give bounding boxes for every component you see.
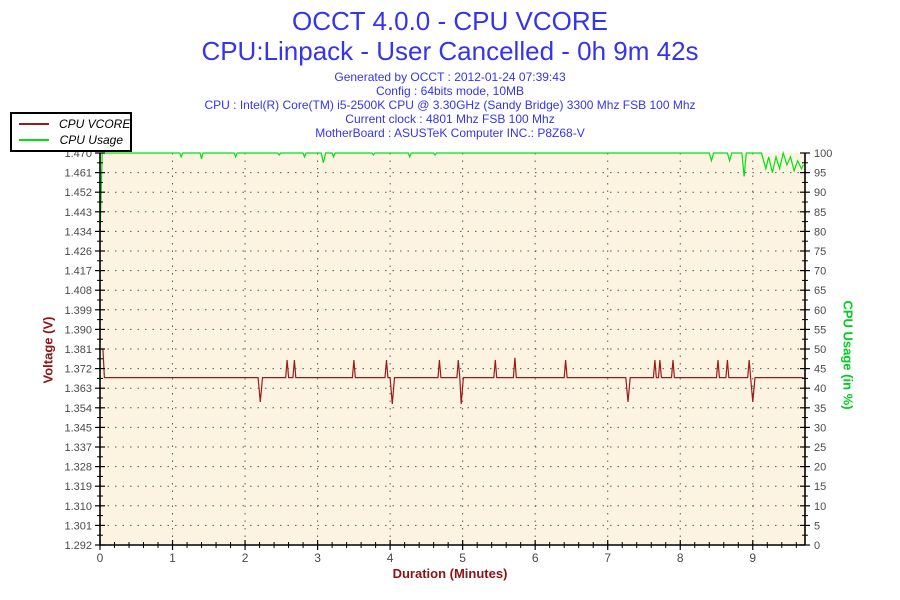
svg-text:1.399: 1.399	[64, 305, 92, 317]
svg-text:8: 8	[677, 551, 684, 565]
info-config: Config : 64bits mode, 10MB	[375, 84, 525, 98]
svg-text:5: 5	[459, 551, 466, 565]
y-axis-label-cpu-usage: CPU Usage (in %)	[840, 300, 856, 410]
legend-label-cpu-usage: CPU Usage	[59, 133, 123, 147]
legend-swatch-0	[19, 123, 49, 125]
svg-text:65: 65	[814, 285, 826, 297]
legend-item-cpu-vcore: CPU VCORE	[12, 116, 130, 132]
svg-text:25: 25	[814, 442, 826, 454]
svg-text:35: 35	[814, 403, 826, 415]
svg-text:1.301: 1.301	[64, 520, 92, 532]
legend-label-cpu-vcore: CPU VCORE	[59, 117, 131, 131]
svg-text:80: 80	[814, 226, 826, 238]
svg-text:5: 5	[814, 520, 820, 532]
svg-text:10: 10	[814, 501, 826, 513]
svg-text:60: 60	[814, 305, 826, 317]
svg-text:1.381: 1.381	[64, 344, 92, 356]
chart-title: OCCT 4.0.0 - CPU VCORE	[292, 6, 608, 36]
svg-text:90: 90	[814, 187, 826, 199]
svg-text:4: 4	[387, 551, 394, 565]
svg-text:1.408: 1.408	[64, 285, 92, 297]
svg-text:1.452: 1.452	[64, 187, 92, 199]
svg-text:1.461: 1.461	[64, 168, 92, 180]
svg-text:0: 0	[97, 551, 104, 565]
legend-item-cpu-usage: CPU Usage	[12, 132, 130, 148]
svg-text:2: 2	[242, 551, 249, 565]
svg-text:3: 3	[314, 551, 321, 565]
info-motherboard: MotherBoard : ASUSTeK Computer INC.: P8Z…	[315, 126, 585, 140]
svg-text:1.328: 1.328	[64, 462, 92, 474]
svg-text:55: 55	[814, 324, 826, 336]
chart-header: OCCT 4.0.0 - CPU VCORE CPU:Linpack - Use…	[0, 6, 900, 140]
svg-text:1.426: 1.426	[64, 246, 92, 258]
svg-text:1.434: 1.434	[64, 226, 92, 238]
svg-text:70: 70	[814, 266, 826, 278]
svg-text:1.390: 1.390	[64, 324, 92, 336]
svg-text:45: 45	[814, 364, 826, 376]
svg-text:1.372: 1.372	[64, 364, 92, 376]
svg-text:1.310: 1.310	[64, 501, 92, 513]
legend-swatch-1	[19, 139, 49, 141]
svg-text:9: 9	[749, 551, 756, 565]
svg-text:95: 95	[814, 168, 826, 180]
svg-text:1.292: 1.292	[64, 540, 92, 552]
x-axis-label-duration: Duration (Minutes)	[392, 566, 508, 581]
y-axis-label-voltage: Voltage (V)	[40, 316, 56, 384]
info-generated-by: Generated by OCCT : 2012-01-24 07:39:43	[334, 70, 566, 84]
svg-text:85: 85	[814, 207, 826, 219]
svg-text:1: 1	[169, 551, 176, 565]
svg-text:100: 100	[814, 148, 832, 160]
svg-text:30: 30	[814, 422, 826, 434]
svg-text:7: 7	[604, 551, 611, 565]
svg-text:50: 50	[814, 344, 826, 356]
svg-text:40: 40	[814, 383, 826, 395]
svg-text:1.417: 1.417	[64, 266, 92, 278]
chart-subtitle: CPU:Linpack - User Cancelled - 0h 9m 42s	[201, 36, 699, 66]
svg-text:6: 6	[532, 551, 539, 565]
svg-text:20: 20	[814, 462, 826, 474]
svg-text:1.345: 1.345	[64, 422, 92, 434]
legend-box: CPU VCORE CPU Usage	[10, 112, 132, 152]
info-cpu: CPU : Intel(R) Core(TM) i5-2500K CPU @ 3…	[204, 98, 696, 112]
svg-text:1.354: 1.354	[64, 403, 92, 415]
svg-text:15: 15	[814, 481, 826, 493]
svg-text:1.443: 1.443	[64, 207, 92, 219]
svg-text:75: 75	[814, 246, 826, 258]
svg-text:0: 0	[814, 540, 820, 552]
info-current-clock: Current clock : 4801 Mhz FSB 100 Mhz	[345, 112, 555, 126]
svg-text:1.337: 1.337	[64, 442, 92, 454]
svg-text:1.319: 1.319	[64, 481, 92, 493]
svg-text:1.363: 1.363	[64, 383, 92, 395]
